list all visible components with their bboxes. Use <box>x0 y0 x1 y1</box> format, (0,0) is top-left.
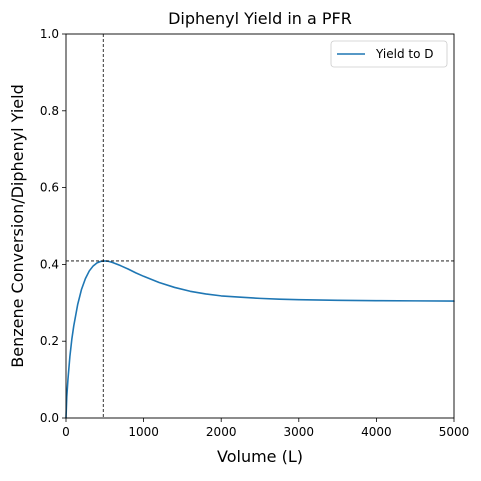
y-axis-title: Benzene Conversion/Diphenyl Yield <box>8 84 27 368</box>
series-line-0 <box>65 260 455 419</box>
x-tick-label: 0 <box>62 425 70 439</box>
x-tick-label: 3000 <box>284 425 315 439</box>
y-tick-label: 0.0 <box>40 411 59 425</box>
x-tick-label: 1000 <box>128 425 159 439</box>
y-tick-label: 1.0 <box>40 27 59 41</box>
plot-area: 0 1000 2000 3000 4000 5000 0.0 0.2 0.4 0.6 0.8 1.0 Y… <box>40 27 469 439</box>
plot-frame <box>65 33 455 419</box>
y-tick-label: 0.8 <box>40 104 59 118</box>
x-tick-label: 2000 <box>206 425 237 439</box>
x-tick-label: 4000 <box>361 425 392 439</box>
legend-label: Yield to D <box>375 47 434 61</box>
x-axis-title: Volume (L) <box>217 447 303 466</box>
y-tick-label: 0.6 <box>40 181 59 195</box>
y-tick-label: 0.2 <box>40 334 59 348</box>
y-tick-label: 0.4 <box>40 257 59 271</box>
x-tick-label: 5000 <box>439 425 470 439</box>
legend-box <box>330 40 448 68</box>
chart-title: Diphenyl Yield in a PFR <box>168 9 352 28</box>
